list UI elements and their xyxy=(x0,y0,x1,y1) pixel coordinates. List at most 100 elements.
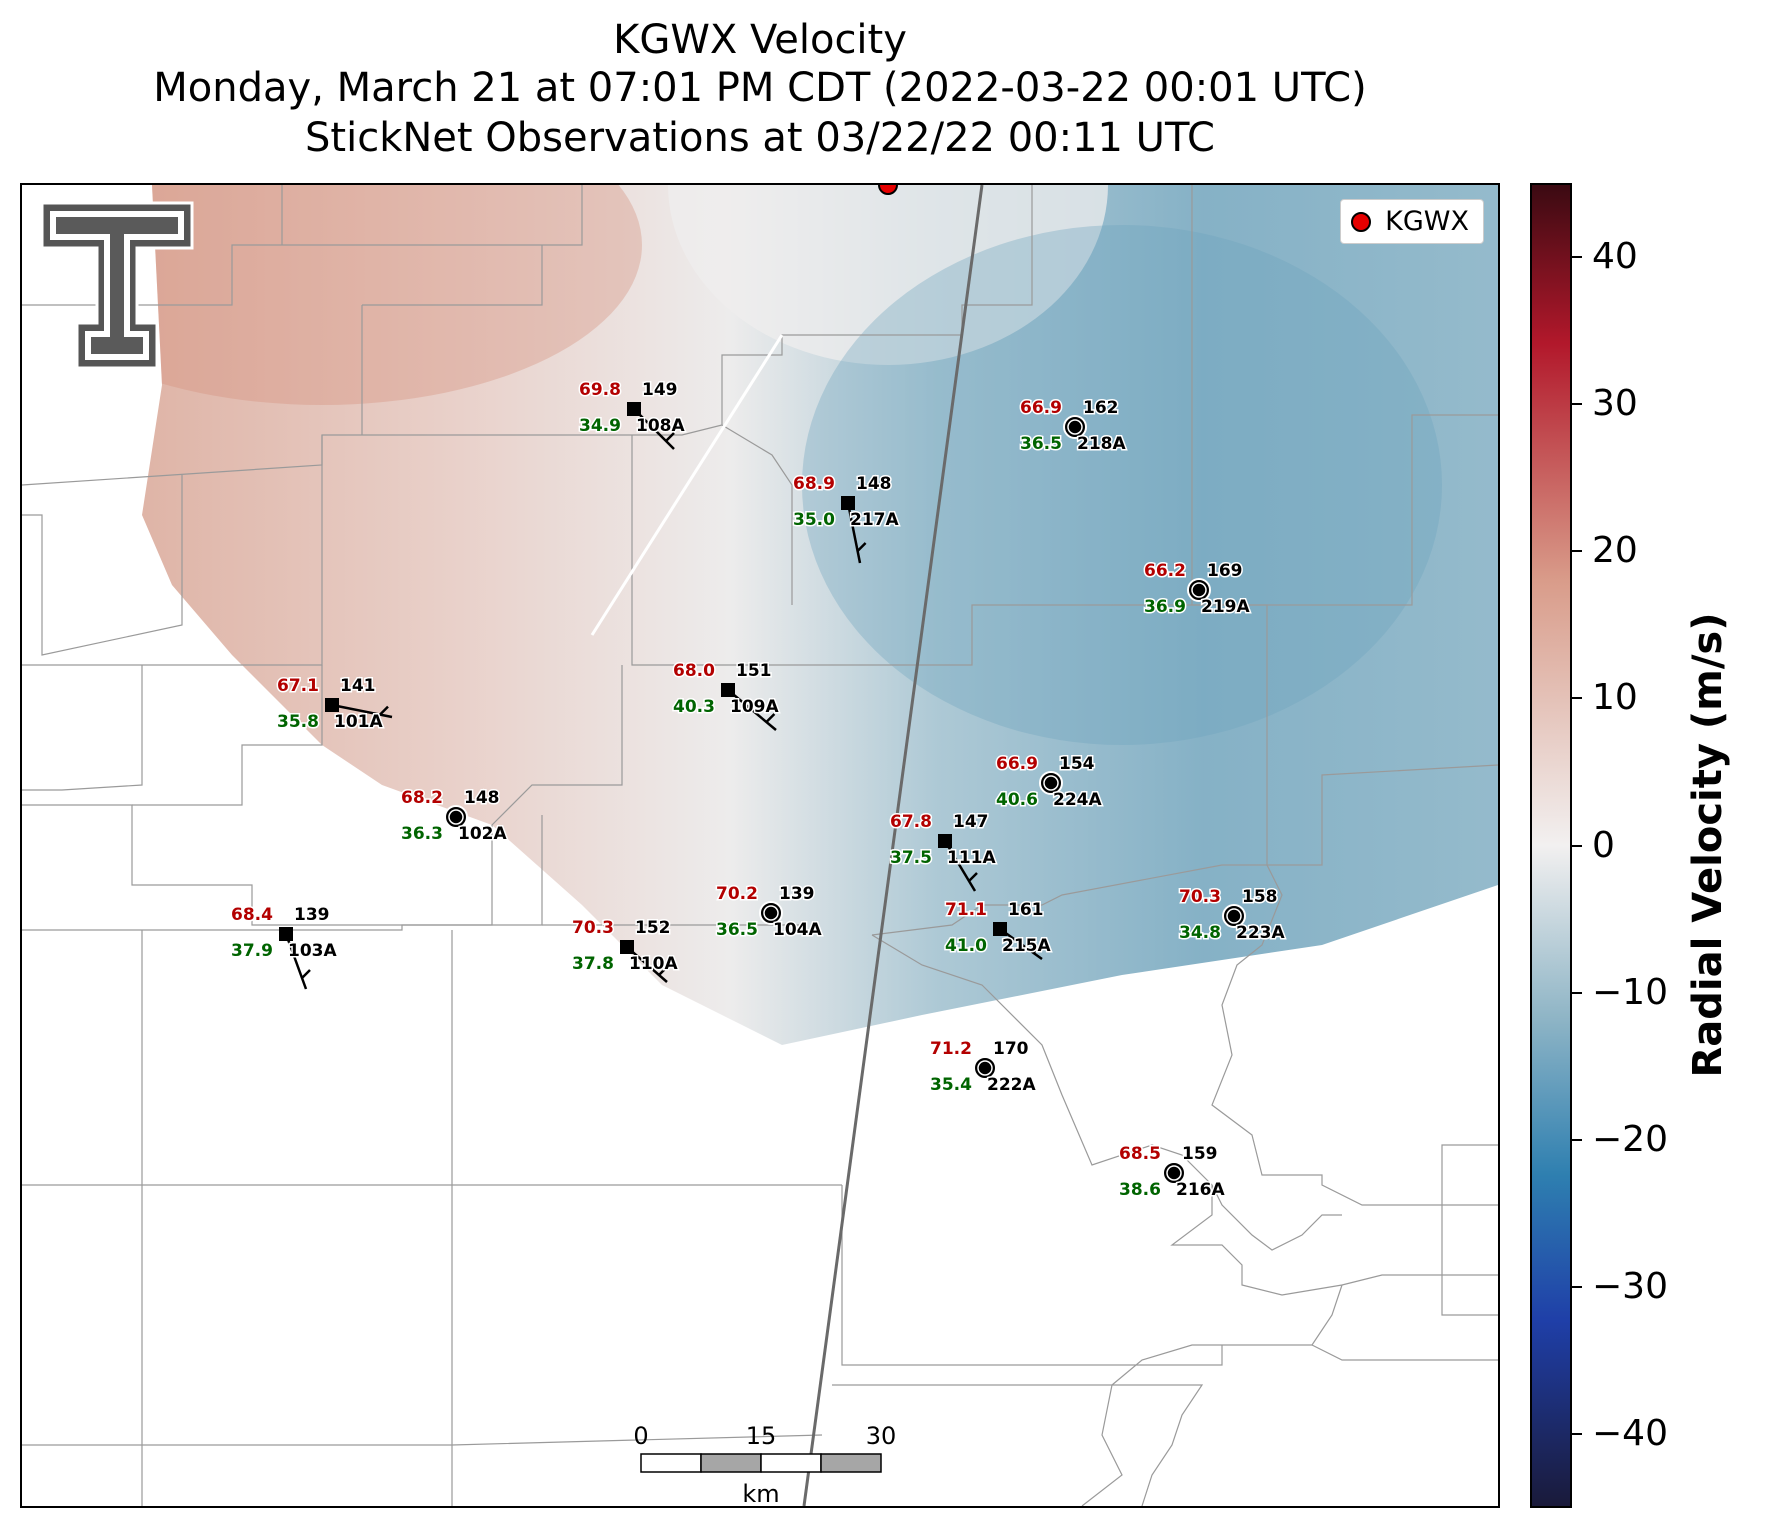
station-id: 111A xyxy=(947,848,996,868)
colorbar-tick-label: 40 xyxy=(1592,235,1638,277)
wind-barb-flag xyxy=(765,713,776,723)
station-marker-ring xyxy=(1226,908,1242,924)
map-legend: KGWX xyxy=(1340,199,1484,244)
legend-radar-marker xyxy=(1351,211,1372,232)
station-temperature: 70.3 xyxy=(572,918,614,938)
station-219A[interactable]: 66.2 169 36.9 219A xyxy=(1143,560,1252,619)
station-id: 101A xyxy=(334,712,383,732)
station-id: 219A xyxy=(1201,597,1250,617)
colorbar-tick-label: 30 xyxy=(1592,382,1638,424)
station-marker-square xyxy=(721,683,735,697)
wind-barb xyxy=(331,703,393,719)
station-103A[interactable]: 68.4 139 37.9 103A xyxy=(230,904,339,990)
station-101A[interactable]: 67.1 141 35.8 101A xyxy=(276,675,393,734)
station-dewpoint: 37.9 xyxy=(231,941,273,961)
colorbar-tick-label: −30 xyxy=(1592,1266,1668,1308)
station-pressure: 152 xyxy=(635,918,671,938)
station-id: 108A xyxy=(636,416,685,436)
station-dewpoint: 35.0 xyxy=(793,510,835,530)
station-temperature: 66.9 xyxy=(1020,398,1062,418)
station-marker-ring xyxy=(1166,1165,1182,1181)
station-109A[interactable]: 68.0 151 40.3 109A xyxy=(672,660,781,731)
colorbar-tick-mark xyxy=(1572,550,1582,553)
station-pressure: 151 xyxy=(736,661,772,681)
wind-barb-flag xyxy=(301,969,311,979)
title-line-3: StickNet Observations at 03/22/22 00:11 … xyxy=(305,115,1215,161)
colorbar-tick-mark xyxy=(1572,991,1582,994)
station-pressure: 154 xyxy=(1059,754,1095,774)
colorbar-tick-label: −20 xyxy=(1592,1118,1668,1160)
station-temperature: 71.2 xyxy=(930,1039,972,1059)
sticknet-stations: 69.8 149 34.9 108A 66.9 162 36.5 218A 68.9 148 35.… xyxy=(230,379,1287,1202)
wind-barb-flag xyxy=(856,542,867,552)
station-dewpoint: 41.0 xyxy=(945,936,987,956)
station-marker-calm xyxy=(1063,415,1087,439)
scale-label-30: 30 xyxy=(865,1422,897,1450)
station-108A[interactable]: 69.8 149 34.9 108A xyxy=(578,379,687,450)
station-id: 222A xyxy=(987,1075,1036,1095)
station-216A[interactable]: 68.5 159 38.6 216A xyxy=(1118,1143,1227,1202)
station-id: 103A xyxy=(288,941,337,961)
station-marker-calm xyxy=(759,901,783,925)
station-pressure: 159 xyxy=(1182,1144,1218,1164)
scale-label-0: 0 xyxy=(633,1422,649,1450)
station-temperature: 68.9 xyxy=(793,474,835,494)
colorbar-tick-label: 20 xyxy=(1592,530,1638,572)
station-104A[interactable]: 70.2 139 36.5 104A xyxy=(715,883,824,942)
station-218A[interactable]: 66.9 162 36.5 218A xyxy=(1019,397,1128,456)
station-temperature: 67.8 xyxy=(890,812,932,832)
station-dewpoint: 36.9 xyxy=(1144,597,1186,617)
colorbar-tick-label: −40 xyxy=(1592,1413,1668,1455)
station-102A[interactable]: 68.2 148 36.3 102A xyxy=(400,787,509,846)
colorbar-tick-mark xyxy=(1572,255,1582,258)
station-dewpoint: 36.5 xyxy=(716,920,758,940)
station-id: 102A xyxy=(458,824,507,844)
wind-barb xyxy=(727,689,777,731)
colorbar-tick-mark xyxy=(1572,1138,1582,1141)
station-pressure: 169 xyxy=(1207,561,1243,581)
velocity-colorbar xyxy=(1530,183,1572,1508)
station-pressure: 170 xyxy=(993,1039,1029,1059)
station-217A[interactable]: 68.9 148 35.0 217A xyxy=(792,473,901,564)
station-temperature: 66.2 xyxy=(1144,561,1186,581)
state-boundary-line xyxy=(802,185,984,1506)
station-temperature: 68.4 xyxy=(231,905,273,925)
station-marker-ring xyxy=(977,1060,993,1076)
map-panel[interactable]: 69.8 149 34.9 108A 66.9 162 36.5 218A 68.9 148 35.… xyxy=(20,183,1500,1508)
colorbar-title: Radial Velocity (m/s) xyxy=(1685,612,1731,1078)
station-temperature: 68.2 xyxy=(401,788,443,808)
station-dewpoint: 34.9 xyxy=(579,416,621,436)
station-dewpoint: 36.5 xyxy=(1020,434,1062,454)
radar-map[interactable]: 69.8 149 34.9 108A 66.9 162 36.5 218A 68.9 148 35.… xyxy=(22,185,1498,1506)
station-110A[interactable]: 70.3 152 37.8 110A xyxy=(571,917,680,983)
station-marker-calm xyxy=(973,1056,997,1080)
colorbar-tick-mark xyxy=(1572,1433,1582,1436)
station-222A[interactable]: 71.2 170 35.4 222A xyxy=(929,1038,1038,1097)
wind-barb-flag xyxy=(1032,944,1043,954)
station-pressure: 148 xyxy=(856,474,892,494)
station-224A[interactable]: 66.9 154 40.6 224A xyxy=(995,753,1104,812)
station-dewpoint: 37.8 xyxy=(572,954,614,974)
station-temperature: 67.1 xyxy=(277,676,319,696)
station-pressure: 139 xyxy=(294,905,330,925)
station-marker-calm xyxy=(1222,904,1246,928)
station-pressure: 161 xyxy=(1008,900,1044,920)
station-215A[interactable]: 71.1 161 41.0 215A xyxy=(944,899,1053,961)
station-temperature: 70.3 xyxy=(1179,887,1221,907)
title-line-1: KGWX Velocity xyxy=(613,17,907,63)
legend-label: KGWX xyxy=(1385,206,1469,237)
station-dewpoint: 34.8 xyxy=(1179,923,1221,943)
station-temperature: 70.2 xyxy=(716,884,758,904)
station-marker-square xyxy=(993,922,1007,936)
station-223A[interactable]: 70.3 158 34.8 223A xyxy=(1178,886,1287,945)
station-dewpoint: 38.6 xyxy=(1119,1180,1161,1200)
station-dewpoint: 35.8 xyxy=(277,712,319,732)
texas-tech-logo xyxy=(40,201,194,370)
scale-label-15: 15 xyxy=(745,1422,777,1450)
station-marker-calm xyxy=(1187,578,1211,602)
station-temperature: 68.5 xyxy=(1119,1144,1161,1164)
station-id: 109A xyxy=(730,697,779,717)
radar-site-marker[interactable] xyxy=(878,185,898,195)
station-dewpoint: 40.6 xyxy=(996,790,1038,810)
station-111A[interactable]: 67.8 147 37.5 111A xyxy=(889,811,998,892)
